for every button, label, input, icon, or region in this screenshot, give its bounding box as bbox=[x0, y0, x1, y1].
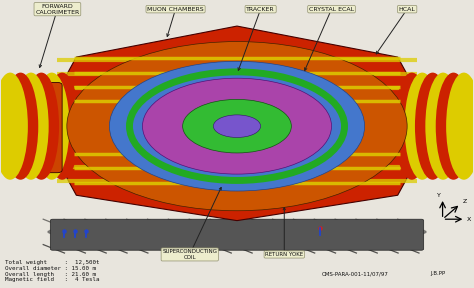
Ellipse shape bbox=[415, 73, 450, 180]
Text: SUPERCONDUCTING
COIL: SUPERCONDUCTING COIL bbox=[162, 187, 221, 260]
Ellipse shape bbox=[34, 73, 70, 180]
Text: Total weight     :  12,500t
Overall diameter : 15.00 m
Overall length   : 21.60 : Total weight : 12,500t Overall diameter … bbox=[5, 260, 100, 283]
Text: TRACKER: TRACKER bbox=[238, 7, 275, 70]
FancyBboxPatch shape bbox=[5, 82, 62, 173]
Text: HCAL: HCAL bbox=[376, 7, 416, 54]
Ellipse shape bbox=[404, 73, 440, 180]
Ellipse shape bbox=[0, 73, 28, 180]
Text: CRYSTAL ECAL: CRYSTAL ECAL bbox=[305, 7, 354, 71]
Ellipse shape bbox=[24, 73, 59, 180]
Text: CMS-PARA-001-11/07/97: CMS-PARA-001-11/07/97 bbox=[322, 271, 389, 276]
Ellipse shape bbox=[394, 73, 429, 180]
Ellipse shape bbox=[213, 115, 261, 137]
Ellipse shape bbox=[436, 73, 471, 180]
Text: J.B.PP: J.B.PP bbox=[431, 271, 446, 276]
FancyBboxPatch shape bbox=[50, 219, 424, 250]
Ellipse shape bbox=[109, 61, 365, 191]
Ellipse shape bbox=[45, 73, 80, 180]
Ellipse shape bbox=[3, 73, 38, 180]
Ellipse shape bbox=[13, 73, 49, 180]
Ellipse shape bbox=[182, 99, 292, 153]
Polygon shape bbox=[38, 26, 436, 221]
Text: MUON CHAMBERS: MUON CHAMBERS bbox=[147, 7, 204, 37]
Text: X: X bbox=[467, 217, 472, 222]
Ellipse shape bbox=[143, 78, 331, 174]
Text: Z: Z bbox=[463, 199, 467, 204]
Ellipse shape bbox=[48, 222, 426, 242]
Text: RETURN YOKE: RETURN YOKE bbox=[265, 208, 303, 257]
Text: FORWARD
CALORIMETER: FORWARD CALORIMETER bbox=[35, 4, 80, 67]
Ellipse shape bbox=[425, 73, 461, 180]
Ellipse shape bbox=[446, 73, 474, 180]
Text: Y: Y bbox=[437, 193, 441, 198]
Ellipse shape bbox=[67, 41, 407, 211]
